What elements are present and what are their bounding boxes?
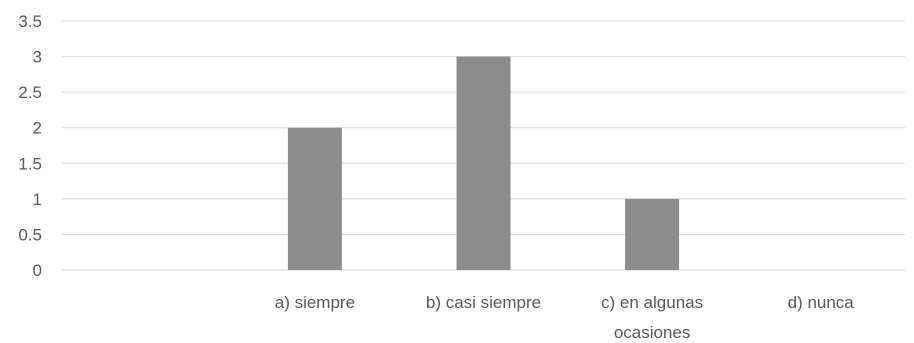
y-tick-label: 2 [33, 119, 42, 138]
y-tick-label: 2.5 [18, 83, 42, 102]
y-axis-ticks: 0 0.5 1 1.5 2 2.5 3 3.5 [18, 12, 42, 280]
y-tick-label: 0 [33, 261, 42, 280]
y-tick-label: 1 [33, 190, 42, 209]
x-tick-label: a) siempre [275, 293, 355, 312]
y-tick-label: 3.5 [18, 12, 42, 31]
bars [287, 56, 680, 271]
bar [625, 198, 680, 270]
x-tick-label: c) en algunas ocasiones [601, 293, 703, 342]
x-tick-label: d) nunca [788, 293, 855, 312]
bar [456, 56, 511, 271]
bar [287, 127, 342, 270]
x-tick-label: b) casi siempre [426, 293, 541, 312]
y-tick-label: 1.5 [18, 154, 42, 173]
x-axis-labels: a) siempre b) casi siempre c) en algunas oc… [275, 293, 855, 342]
y-tick-label: 0.5 [18, 225, 42, 244]
y-tick-label: 3 [33, 48, 42, 67]
